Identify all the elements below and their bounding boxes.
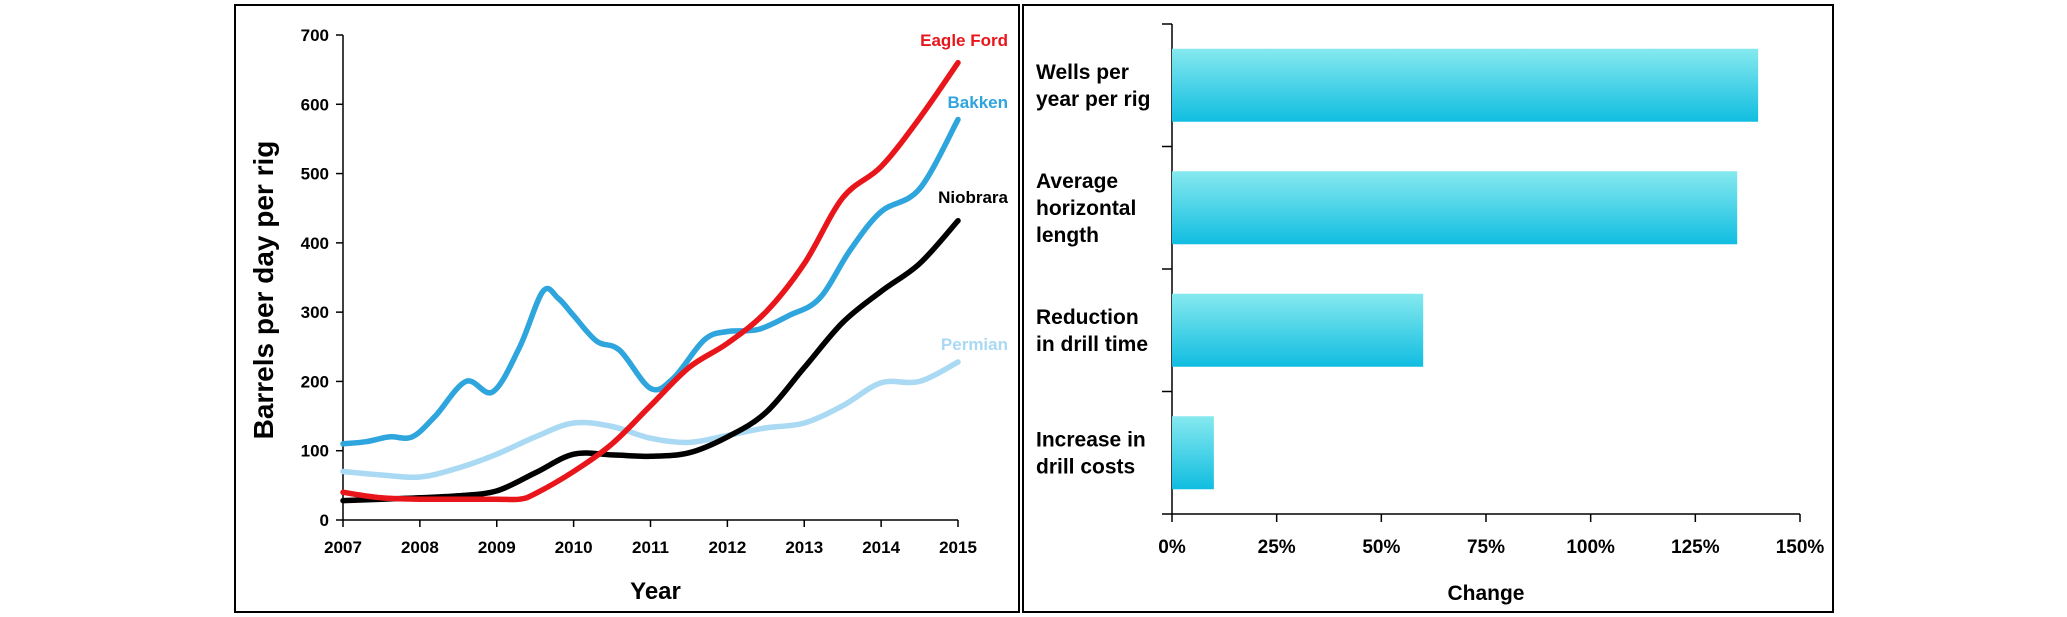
line-chart-x-tick-label: 2011 (632, 538, 669, 557)
bar-chart-x-axis-label: Change (1447, 582, 1524, 605)
line-chart-y-tick-label: 300 (301, 303, 329, 322)
series-label-bakken: Bakken (948, 93, 1008, 112)
bar-reduction-in-drill-time (1172, 293, 1424, 367)
line-chart-x-tick-label: 2007 (324, 538, 362, 557)
bar-chart-x-tick-label: 100% (1566, 537, 1615, 558)
line-chart-y-tick-label: 100 (301, 442, 329, 461)
line-chart-x-tick-label: 2009 (478, 538, 516, 557)
bar-category-label: Wells per (1036, 61, 1129, 84)
bar-chart-x-tick-label: 125% (1671, 537, 1720, 558)
series-label-eagle-ford: Eagle Ford (920, 31, 1008, 50)
series-line-bakken (340, 116, 961, 447)
line-chart-y-tick-label: 200 (301, 372, 329, 391)
bar-wells-per-year-per-rig (1172, 48, 1759, 122)
series-line-niobrara (340, 217, 961, 504)
line-chart-y-tick-label: 500 (301, 165, 329, 184)
line-chart-y-tick-label: 600 (301, 95, 329, 114)
line-chart-x-tick-label: 2014 (862, 538, 900, 557)
line-chart-y-tick-label: 400 (301, 234, 329, 253)
line-chart-x-tick-label: 2013 (785, 538, 823, 557)
line-chart-y-axis-label: Barrels per day per rig (248, 141, 279, 440)
bar-category-label: Average (1036, 170, 1118, 193)
right-chart-panel (1022, 4, 1834, 613)
bar-chart-x-tick-label: 0% (1158, 537, 1186, 558)
line-chart-x-axis-label: Year (630, 578, 681, 605)
bar-increase-in-drill-costs (1172, 416, 1214, 490)
bar-chart-x-tick-label: 150% (1776, 537, 1825, 558)
bar-average-horizontal-length (1172, 171, 1738, 245)
left-chart-panel (234, 4, 1020, 613)
line-chart-y-tick-label: 700 (301, 26, 329, 45)
series-line-eagle-ford (340, 59, 961, 503)
bar-category-label: drill costs (1036, 455, 1135, 478)
line-chart-x-tick-label: 2008 (401, 538, 439, 557)
bar-chart-x-tick-label: 50% (1362, 537, 1400, 558)
line-chart-y-tick-label: 0 (320, 511, 329, 530)
bar-chart-x-tick-label: 25% (1258, 537, 1296, 558)
bar-category-label: year per rig (1036, 88, 1150, 111)
bar-category-label: in drill time (1036, 333, 1148, 356)
bar-category-label: length (1036, 224, 1099, 247)
line-chart-x-tick-label: 2012 (708, 538, 746, 557)
bar-category-label: Reduction (1036, 306, 1139, 329)
series-label-niobrara: Niobrara (938, 188, 1008, 207)
series-label-permian: Permian (941, 335, 1008, 354)
bar-category-label: Increase in (1036, 428, 1146, 451)
line-chart-x-tick-label: 2010 (555, 538, 593, 557)
bar-category-label: horizontal (1036, 197, 1136, 220)
line-chart-x-tick-label: 2015 (939, 538, 977, 557)
series-line-permian (340, 359, 961, 481)
bar-chart-x-tick-label: 75% (1467, 537, 1505, 558)
